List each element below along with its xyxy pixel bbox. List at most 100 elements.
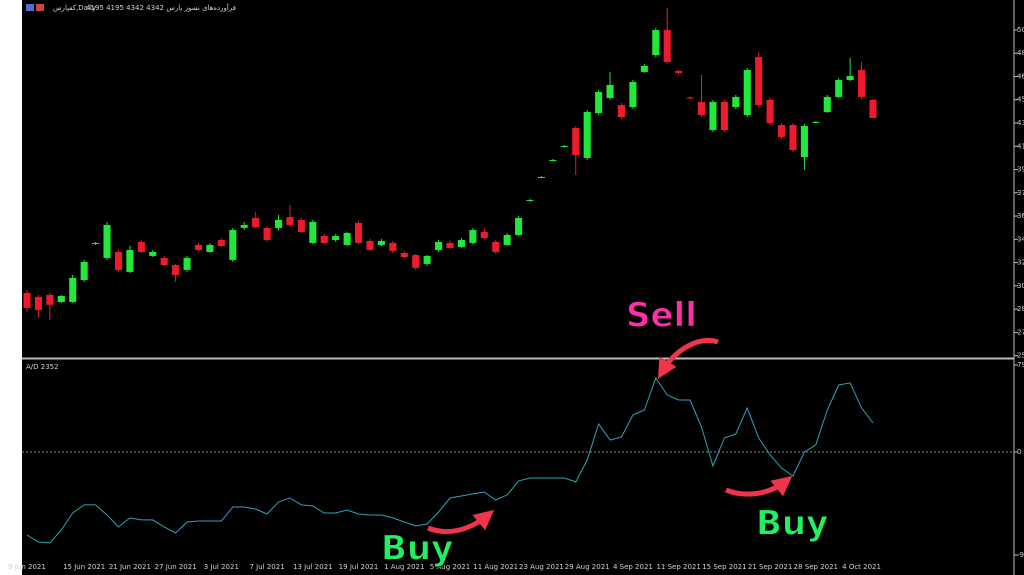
x-tick-label: 21 Sep 2021 (748, 563, 792, 571)
candle-body (537, 176, 546, 178)
candle-body (354, 222, 363, 243)
x-tick-label: 11 Aug 2021 (473, 563, 518, 571)
y-tick-label: 46 (1017, 72, 1024, 80)
x-tick-label: 11 Sep 2021 (656, 563, 700, 571)
candle-body (46, 294, 54, 305)
y-tick-label: 28 (1017, 305, 1024, 313)
indicator-title: A/D 2352 (26, 363, 59, 371)
candle-body (595, 92, 603, 114)
candle-body (755, 57, 763, 106)
candle-body (846, 76, 854, 81)
arrow (657, 338, 719, 379)
x-tick-label: 23 Aug 2021 (519, 563, 564, 571)
y-tick-label: 79 (1017, 361, 1024, 369)
x-tick-label: 13 Jul 2021 (293, 563, 333, 571)
y-tick-label: 30 (1017, 282, 1024, 290)
candle-body (606, 84, 614, 99)
x-tick-label: 1 Aug 2021 (384, 563, 424, 571)
candle-body (583, 111, 591, 158)
candle-body (858, 69, 866, 97)
candle-body (137, 241, 145, 252)
candle-body (720, 101, 728, 131)
symbol: کفپارس,Daily (53, 4, 96, 12)
candle-body (743, 69, 751, 116)
candle-body (92, 242, 100, 244)
candle-body (469, 230, 477, 243)
icon (26, 4, 34, 11)
ad-line (26, 376, 874, 544)
candle-body (23, 292, 31, 308)
candle-body (503, 234, 511, 245)
y-tick-label: 48 (1017, 49, 1024, 57)
y-tick-label: -9 (1017, 551, 1024, 559)
candle-body (675, 71, 683, 74)
x-tick-label: 19 Jul 2021 (339, 563, 379, 571)
candle-body (252, 217, 260, 227)
candle-body (732, 96, 740, 108)
candle-body (309, 221, 317, 243)
candle-body (240, 224, 248, 228)
candle-body (206, 244, 214, 252)
candle-body (869, 99, 877, 118)
candle-body (297, 219, 305, 233)
candle-body (652, 30, 660, 56)
x-tick-label: 7 Jul 2021 (249, 563, 284, 571)
candle-body (389, 242, 397, 251)
candle-body (766, 99, 774, 123)
y-tick-label: 32 (1017, 259, 1024, 267)
candle-body (549, 159, 557, 161)
candle-body (286, 216, 294, 225)
y-tick-label: 36 (1017, 212, 1024, 220)
candle-body (274, 219, 283, 228)
x-tick-label: 29 Aug 2021 (565, 563, 610, 571)
candle-body (709, 101, 717, 131)
candle-body (640, 65, 648, 72)
candle-body (686, 97, 694, 99)
candle-body (172, 264, 180, 275)
ohlc: 4195 4195 4342 4342 (86, 4, 164, 12)
annotation: Buy (381, 529, 453, 569)
y-tick-label: 34 (1017, 235, 1024, 243)
y-tick-label: 45 (1017, 96, 1024, 104)
candle-body (366, 240, 374, 250)
candle-body (149, 251, 157, 256)
y-tick-label: 41 (1017, 142, 1024, 150)
candle-body (400, 253, 408, 258)
y-tick-label: 37 (1017, 189, 1024, 197)
x-tick-label: 4 Sep 2021 (613, 563, 653, 571)
x-tick-label: 5 Aug 2021 (430, 563, 470, 571)
annotation: Sell (626, 296, 697, 336)
x-tick-label: 15 Sep 2021 (702, 563, 746, 571)
x-tick-label: 27 Jun 2021 (155, 563, 197, 571)
candle-body (480, 232, 488, 239)
candle-body (789, 124, 797, 150)
x-tick-label: 9 Jun 2021 (8, 563, 46, 571)
candle-body (377, 240, 385, 245)
candle-body (629, 82, 637, 108)
y-tick-label: 25 (1017, 352, 1024, 360)
candle-body (812, 121, 820, 123)
candle-body (492, 241, 500, 252)
candle-body (435, 241, 443, 250)
candle-body (80, 261, 88, 281)
candle-body (823, 96, 831, 112)
x-tick-label: 15 Jun 2021 (63, 563, 105, 571)
y-tick-label: 27 (1017, 328, 1024, 336)
candle-body (217, 239, 225, 246)
instrument-name: فرآورده‌های نسوز پارس (166, 3, 236, 12)
candle-body (777, 124, 786, 137)
candle-body (560, 145, 568, 147)
candle-body (446, 242, 454, 248)
y-tick-label: 0 (1017, 448, 1021, 456)
candle-body (617, 105, 626, 118)
candle-body (183, 257, 191, 270)
candle-body (114, 251, 123, 270)
arrow (427, 509, 495, 535)
candle-body (457, 239, 465, 247)
x-tick-label: 28 Sep 2021 (794, 563, 838, 571)
plot: 50 48 46 45 43 41 39 37 36 34 32 30 28 27 25 9 Jun 2021… (8, 7, 1024, 571)
candle-body (515, 217, 523, 235)
candle-body (103, 224, 111, 258)
